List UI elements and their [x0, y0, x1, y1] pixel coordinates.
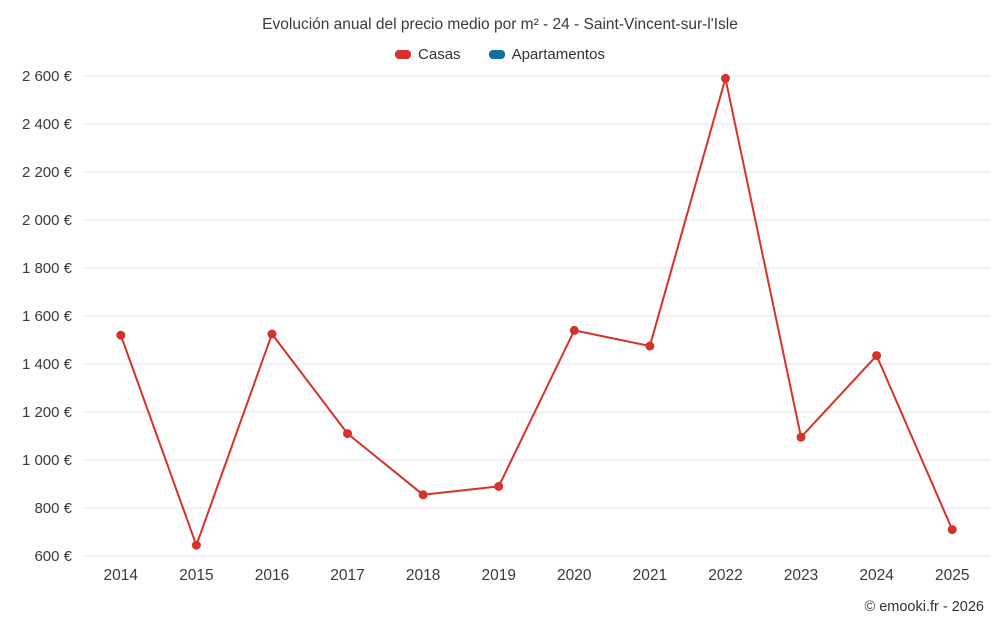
legend-item-casas[interactable]: Casas	[395, 46, 461, 63]
x-axis-tick-label: 2014	[104, 567, 139, 584]
legend-label-apartamentos: Apartamentos	[511, 46, 605, 63]
data-point-marker	[116, 330, 126, 340]
x-axis-tick-label: 2019	[481, 567, 515, 584]
x-axis-tick-label: 2020	[557, 567, 592, 584]
y-axis-tick-label: 800 €	[34, 500, 72, 517]
x-axis-tick-label: 2016	[255, 567, 289, 584]
data-point-marker	[267, 329, 277, 339]
data-point-marker	[872, 351, 882, 361]
data-point-marker	[720, 73, 730, 83]
y-axis-tick-label: 1 600 €	[22, 308, 73, 325]
copyright: © emooki.fr - 2026	[864, 599, 984, 615]
legend-item-apartamentos[interactable]: Apartamentos	[488, 46, 605, 63]
y-axis-tick-label: 2 000 €	[22, 212, 73, 229]
x-axis-tick-label: 2015	[179, 567, 213, 584]
x-axis-tick-label: 2018	[406, 567, 440, 584]
data-point-marker	[569, 325, 579, 335]
legend: Casas Apartamentos	[0, 46, 1000, 63]
y-axis-tick-label: 1 800 €	[22, 260, 73, 277]
y-axis-tick-label: 1 000 €	[22, 452, 73, 469]
data-point-marker	[191, 540, 201, 550]
casas-series-swatch-icon	[395, 50, 412, 59]
y-axis-tick-label: 2 600 €	[22, 68, 73, 85]
series-line-casas	[119, 77, 954, 547]
data-point-marker	[418, 490, 428, 500]
y-axis-tick-label: 600 €	[34, 548, 72, 565]
data-point-marker	[494, 481, 504, 491]
x-axis-tick-label: 2023	[784, 567, 818, 584]
y-axis-tick-label: 1 200 €	[22, 404, 73, 421]
x-axis-tick-label: 2017	[330, 567, 364, 584]
y-axis-tick-label: 2 400 €	[22, 116, 73, 133]
x-axis-tick-label: 2022	[708, 567, 742, 584]
x-axis-tick-label: 2024	[859, 567, 894, 584]
data-point-marker	[796, 432, 806, 442]
apartamentos-series-swatch-icon	[488, 50, 505, 59]
x-axis-tick-label: 2025	[935, 567, 969, 584]
legend-label-casas: Casas	[418, 46, 461, 63]
x-axis-tick-label: 2021	[633, 567, 667, 584]
data-point-marker	[645, 341, 655, 351]
data-point-marker	[947, 525, 957, 535]
y-axis-tick-label: 2 200 €	[22, 164, 73, 181]
y-axis-tick-label: 1 400 €	[22, 356, 73, 373]
data-point-marker	[343, 429, 353, 439]
chart-title: Evolución anual del precio medio por m² …	[262, 16, 738, 33]
